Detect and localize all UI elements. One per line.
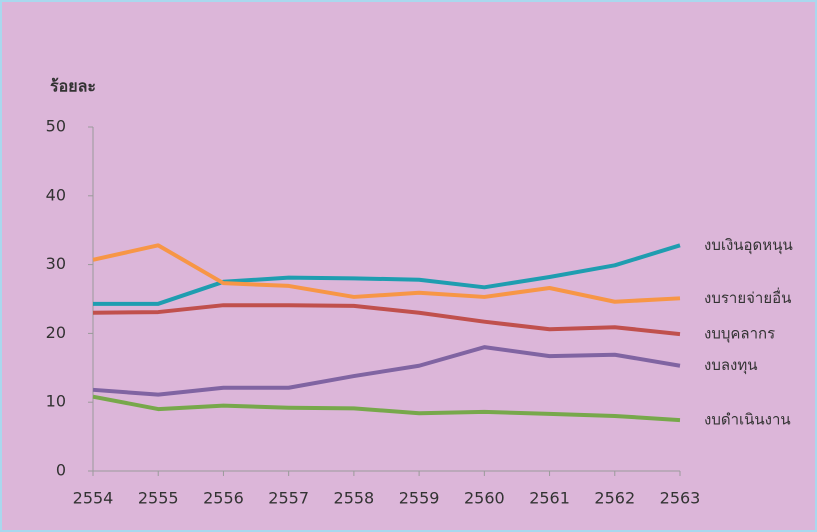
x-tick-label: 2563 [660, 489, 701, 508]
x-tick-label: 2559 [399, 489, 440, 508]
legend-label: งบดำเนินงาน [704, 411, 791, 429]
y-tick-label: 0 [56, 461, 66, 480]
series-line [92, 345, 681, 397]
x-tick-label: 2558 [334, 489, 375, 508]
series-line [92, 243, 681, 304]
y-tick-label: 30 [46, 254, 66, 273]
x-tick-label: 2561 [529, 489, 570, 508]
x-tick-label: 2556 [203, 489, 244, 508]
x-tick-label: 2557 [268, 489, 309, 508]
series-line [93, 243, 681, 306]
series-line [92, 303, 681, 337]
y-tick-label: 10 [46, 392, 66, 411]
legend-label: งบบุคลากร [704, 325, 775, 344]
x-tick-label: 2560 [464, 489, 505, 508]
x-tick-label: 2555 [138, 489, 179, 508]
y-tick-label: 40 [46, 185, 66, 204]
x-tick-label: 2554 [73, 489, 114, 508]
y-tick-label: 50 [46, 117, 66, 136]
y-axis-label: ร้อยละ [50, 77, 96, 96]
legend-label: งบรายจ่ายอื่น [704, 287, 791, 307]
legend-label: งบลงทุน [704, 356, 758, 375]
x-tick-label: 2562 [594, 489, 635, 508]
series-line [92, 394, 681, 423]
y-tick-label: 20 [46, 323, 66, 342]
legend-label: งบเงินอุดหนุน [704, 236, 793, 255]
